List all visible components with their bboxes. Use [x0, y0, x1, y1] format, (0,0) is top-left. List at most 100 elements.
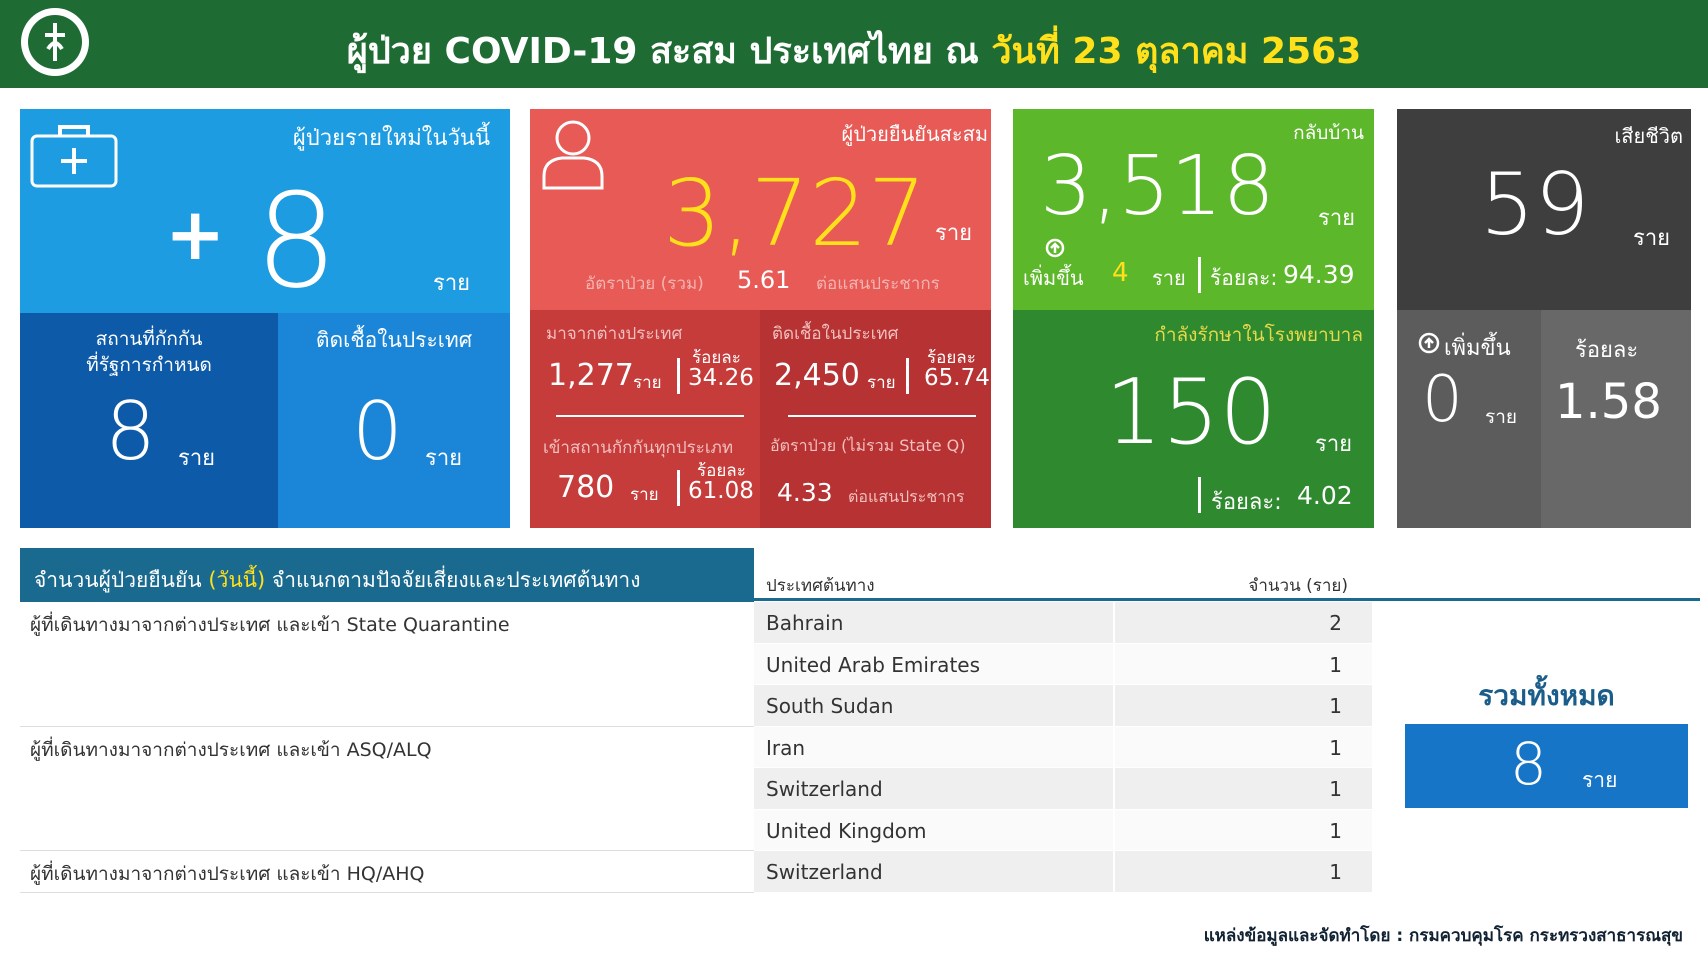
- up-icon: [1418, 332, 1440, 354]
- column-header: จำนวน (ราย): [1248, 576, 1348, 596]
- sq-label: เข้าสถานกักกันทุกประเภท: [543, 438, 734, 458]
- rate-excl-label: อัตราป่วย (ไม่รวม State Q): [770, 436, 966, 455]
- country: Iran: [766, 735, 806, 760]
- row-bg: [754, 602, 1372, 643]
- cell-divider: [1113, 643, 1115, 685]
- deaths-unit: ราย: [1633, 226, 1671, 251]
- count: 1: [1329, 735, 1342, 760]
- divider: [788, 415, 976, 417]
- local-card: [278, 313, 510, 528]
- country: South Sudan: [766, 694, 894, 718]
- header-rule: [754, 598, 1700, 601]
- table-title-bar: [20, 548, 754, 602]
- title-part: จำแนกตามปัจจัยเสี่ยงและประเทศต้นทาง: [265, 568, 641, 592]
- confirmed-sub-right: [760, 310, 991, 528]
- separator: [1198, 257, 1201, 293]
- deaths-pct-card: [1541, 310, 1691, 528]
- separator: [677, 358, 680, 394]
- cell-divider: [1113, 768, 1115, 810]
- label-line: สถานที่กักกัน: [95, 328, 203, 350]
- cell-divider: [1113, 726, 1115, 768]
- confirmed-sub-left: [530, 310, 760, 528]
- local-label: ติดเชื้อในประเทศ: [315, 328, 473, 352]
- sq-value: 780: [557, 470, 615, 505]
- total-unit: ราย: [1582, 768, 1618, 792]
- count: 1: [1329, 777, 1342, 801]
- total-label: รวมทั้งหมด: [1478, 679, 1615, 712]
- row-bg: [754, 768, 1372, 809]
- count: 1: [1329, 818, 1342, 843]
- group-label: ผู้ที่เดินทางมาจากต่างประเทศ และเข้า ASQ…: [30, 738, 432, 761]
- deaths-pct-label: ร้อยละ: [1575, 338, 1639, 363]
- row-bg: [754, 643, 1372, 684]
- confirmed-unit: ราย: [935, 221, 973, 246]
- cell-divider: [1113, 685, 1115, 727]
- country: Switzerland: [766, 777, 883, 801]
- title-date: วันที่ 23 ตุลาคม 2563: [991, 31, 1362, 72]
- recovered-label: กลับบ้าน: [1293, 122, 1364, 144]
- person-icon: [542, 120, 604, 190]
- abroad-pct-label: ร้อยละ: [692, 348, 741, 368]
- hospital-card: [1013, 310, 1374, 528]
- title-part: จำนวนผู้ป่วยยืนยัน: [34, 568, 209, 592]
- country: United Kingdom: [766, 818, 927, 843]
- column-header: ประเทศต้นทาง: [766, 576, 875, 596]
- group-rule: [20, 891, 754, 893]
- hospital-label: กำลังรักษาในโรงพยาบาล: [1154, 324, 1363, 346]
- new-card: [20, 109, 510, 313]
- country: Switzerland: [766, 860, 883, 884]
- confirmed-value: 3,727: [663, 160, 927, 267]
- deaths-inc-value: 0: [1422, 363, 1463, 437]
- cell-divider: [1113, 851, 1115, 893]
- separator: [906, 358, 909, 394]
- hospital-unit: ราย: [1315, 432, 1353, 457]
- title-text: ผู้ป่วย COVID-19 สะสม ประเทศไทย ณ: [346, 31, 979, 72]
- sq-unit: ราย: [630, 485, 659, 505]
- sq-pct-label: ร้อยละ: [697, 461, 746, 481]
- recovered-card: [1013, 109, 1374, 310]
- recovered-pct-label: ร้อยละ:: [1210, 266, 1278, 290]
- abroad-value: 1,277: [548, 358, 634, 393]
- quarantine-label: สถานที่กักกัน ที่รัฐการกำหนด: [20, 326, 278, 378]
- abroad-unit: ราย: [633, 373, 662, 393]
- count: 1: [1329, 860, 1342, 884]
- local-inf-label: ติดเชื้อในประเทศ: [772, 324, 899, 344]
- hospital-pct-label: ร้อยละ:: [1211, 490, 1282, 515]
- count: 2: [1329, 611, 1342, 635]
- country: United Arab Emirates: [766, 652, 981, 677]
- deaths-card: [1397, 109, 1691, 310]
- local-inf-unit: ราย: [867, 373, 896, 393]
- local-inf-pct: 65.74: [924, 365, 990, 391]
- abroad-pct: 34.26: [688, 365, 754, 391]
- rate-value: 5.61: [737, 266, 791, 294]
- separator: [677, 470, 680, 506]
- group-label: ผู้ที่เดินทางมาจากต่างประเทศ และเข้า Sta…: [30, 614, 510, 636]
- hospital-value: 150: [1105, 360, 1277, 465]
- quarantine-value: 8: [105, 385, 156, 478]
- deaths-pct: 1.58: [1555, 374, 1662, 430]
- table-title: จำนวนผู้ป่วยยืนยัน (วันนี้) จำแนกตามปัจจ…: [34, 564, 640, 597]
- quarantine-unit: ราย: [178, 446, 216, 471]
- title: ผู้ป่วย COVID-19 สะสม ประเทศไทย ณ วันที่…: [0, 22, 1708, 79]
- total-box: [1405, 724, 1688, 808]
- deaths-label: เสียชีวิต: [1614, 124, 1683, 148]
- deaths-value: 59: [1480, 155, 1590, 255]
- recovered-unit: ราย: [1318, 206, 1356, 231]
- row-bg: [754, 726, 1372, 767]
- up-icon: [1045, 238, 1065, 258]
- row-bg: [754, 851, 1372, 892]
- new-sign: +: [165, 192, 226, 276]
- increase-unit: ราย: [1152, 266, 1186, 290]
- new-label: ผู้ป่วยรายใหม่ในวันนี้: [292, 126, 490, 151]
- recovered-pct: 94.39: [1283, 260, 1355, 289]
- new-unit: ราย: [433, 271, 471, 296]
- increase-value: 4: [1112, 258, 1129, 288]
- cell-divider: [1113, 809, 1115, 851]
- quarantine-card: [20, 313, 278, 528]
- rate-excl-value: 4.33: [777, 478, 833, 507]
- title-part: (วันนี้): [208, 568, 266, 592]
- cell-divider: [1113, 602, 1115, 644]
- rate-label: อัตราป่วย (รวม): [585, 274, 704, 294]
- local-inf-pct-label: ร้อยละ: [927, 348, 976, 368]
